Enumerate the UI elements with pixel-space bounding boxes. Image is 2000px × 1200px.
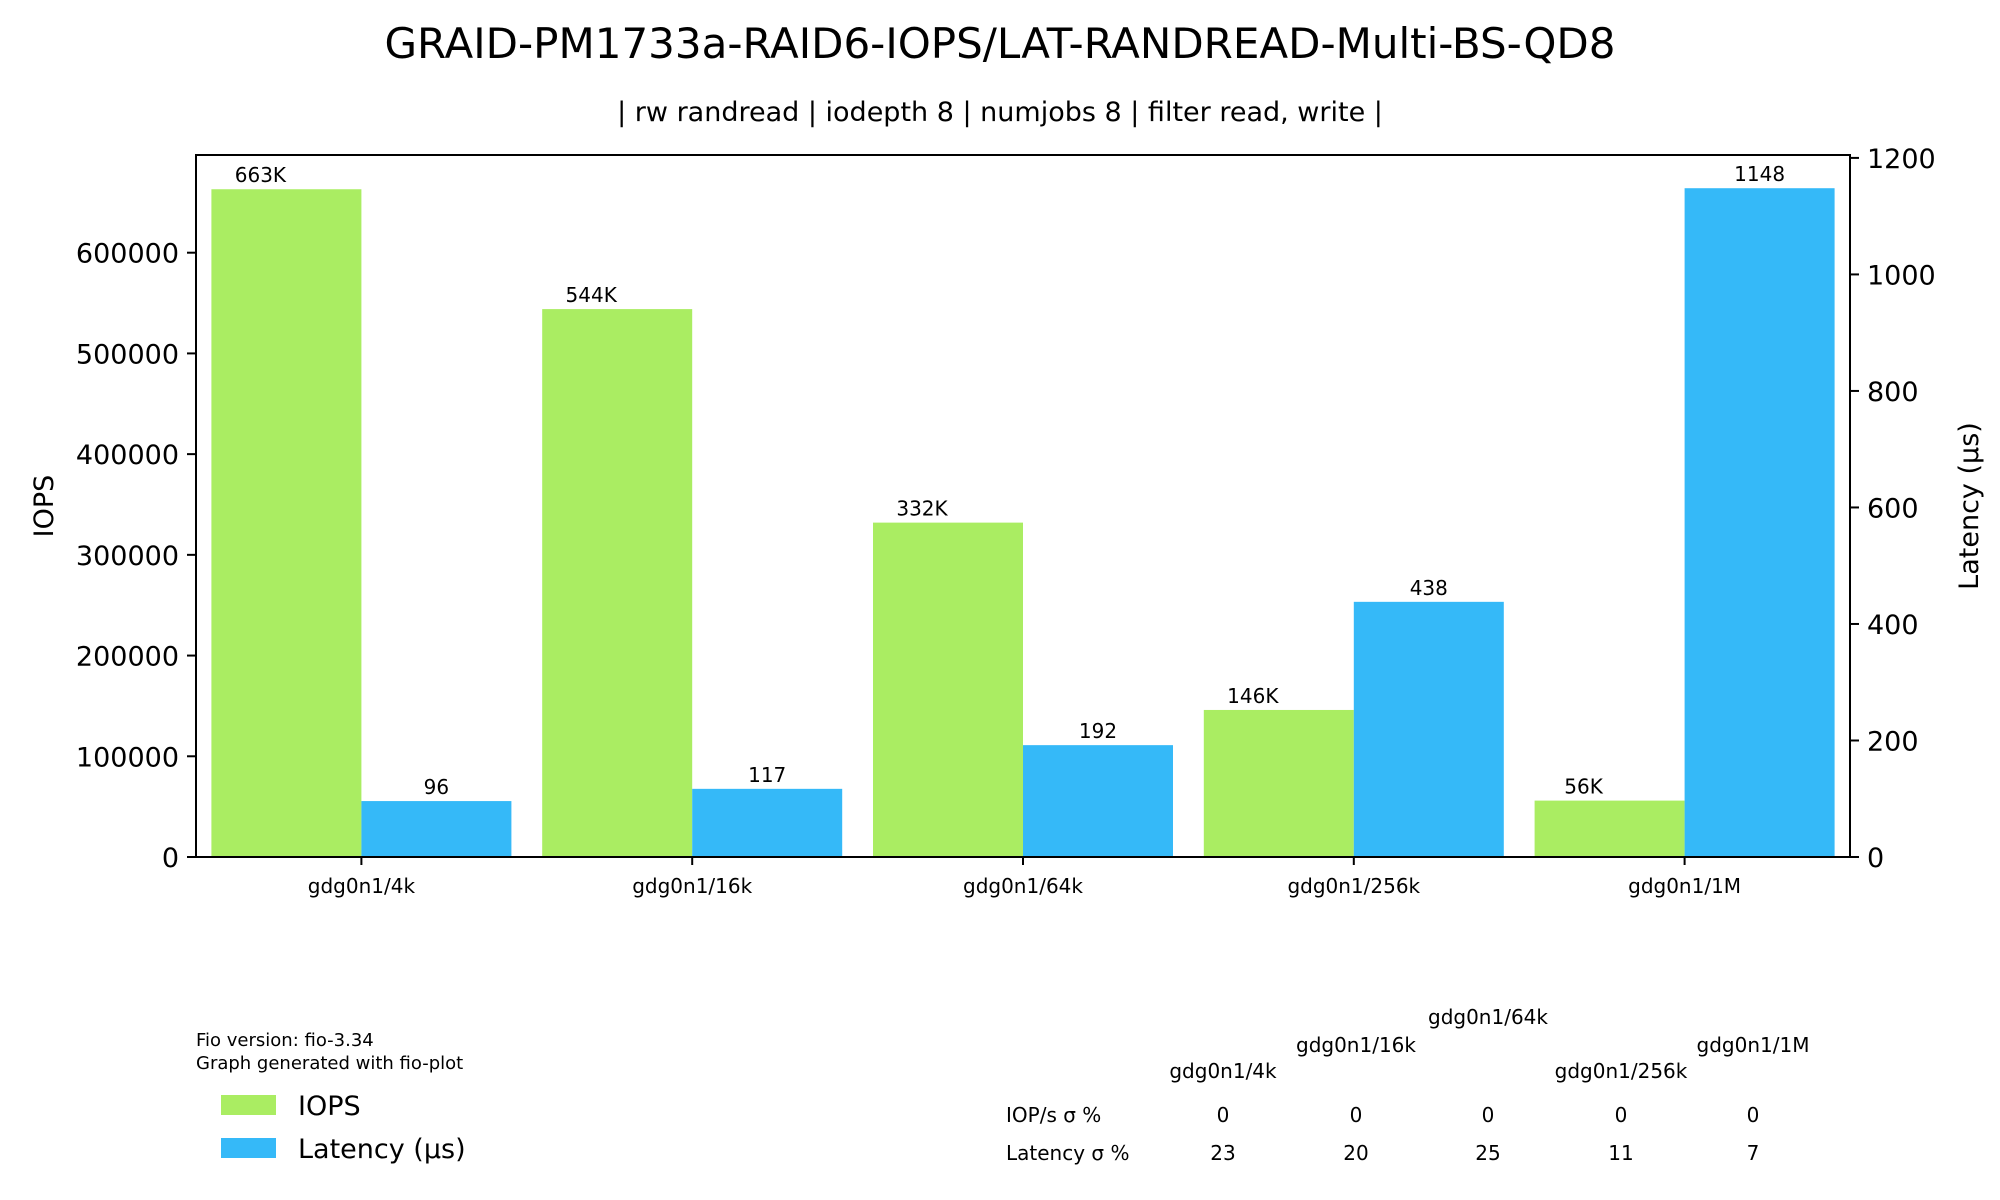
y2-tick-label: 1000 (1867, 260, 1936, 291)
y2-tick-label: 600 (1867, 493, 1919, 524)
fio-version-note: Fio version: fio-3.34 (196, 1030, 374, 1051)
x-tick-label: gdg0n1/64k (963, 874, 1083, 898)
fio-plot-note: Graph generated with fio-plot (196, 1053, 463, 1074)
y2-tick-label: 800 (1867, 377, 1919, 408)
legend-swatch-iops (221, 1095, 276, 1115)
y-tick-label: 600000 (76, 239, 179, 270)
bar-label-group: 663K 96 544K 117 332K 192 146K 438 56K 1148 (235, 162, 1785, 799)
bar-latency-s-gdg0n1-256k (1353, 601, 1504, 857)
stats-cell: 25 (1475, 1141, 1500, 1165)
stats-cell: 0 (1350, 1103, 1363, 1127)
bar-latency-s-gdg0n1-1m (1684, 188, 1835, 857)
chart-subtitle: | rw randread | iodepth 8 | numjobs 8 | … (617, 97, 1383, 128)
stats-column-header: gdg0n1/1M (1697, 1033, 1810, 1057)
y-axis-left: 0 100000 200000 300000 400000 500000 600000 (76, 239, 196, 874)
bar-iops-gdg0n1-4k (211, 189, 362, 857)
bar-group (211, 188, 1835, 858)
bar-latency-s-gdg0n1-16k (692, 788, 843, 857)
bar-value-label: 332K (896, 497, 948, 521)
bar-value-label: 663K (235, 163, 287, 187)
stats-cell: 11 (1608, 1141, 1633, 1165)
y-tick-label: 200000 (76, 642, 179, 673)
bar-latency-s-gdg0n1-64k (1023, 745, 1173, 857)
stats-column-header: gdg0n1/16k (1296, 1033, 1416, 1057)
stats-column-header: gdg0n1/4k (1169, 1059, 1277, 1083)
y2-tick-label: 0 (1867, 843, 1884, 874)
y-axis-label: IOPS (29, 475, 60, 538)
bar-value-label: 1148 (1734, 162, 1785, 186)
bar-value-label: 117 (748, 763, 786, 787)
bar-iops-gdg0n1-64k (873, 522, 1023, 857)
x-tick-label: gdg0n1/256k (1287, 874, 1420, 898)
y2-axis-label: Latency (µs) (1954, 422, 1985, 590)
y-tick-label: 300000 (76, 541, 179, 572)
bar-iops-gdg0n1-1m (1534, 800, 1685, 857)
legend-swatch-latency-s (221, 1138, 276, 1158)
stats-cell: 0 (1482, 1103, 1495, 1127)
bar-value-label: 56K (1564, 775, 1603, 799)
stats-row-label: IOP/s σ % (1006, 1103, 1101, 1127)
bar-iops-gdg0n1-16k (542, 309, 693, 858)
legend: IOPS Latency (µs) (221, 1091, 466, 1165)
stats-cell: 0 (1615, 1103, 1628, 1127)
bar-value-label: 96 (424, 775, 449, 799)
x-axis: gdg0n1/4k gdg0n1/16k gdg0n1/64k gdg0n1/256k… (308, 857, 1741, 898)
y-tick-label: 500000 (76, 339, 179, 370)
stats-column-header: gdg0n1/64k (1428, 1005, 1548, 1029)
y2-tick-label: 1200 (1867, 144, 1936, 175)
stats-cell: 23 (1210, 1141, 1235, 1165)
y-tick-label: 100000 (76, 742, 179, 773)
bar-value-label: 192 (1079, 719, 1117, 743)
bar-latency-s-gdg0n1-4k (361, 801, 512, 857)
stats-cell: 0 (1217, 1103, 1230, 1127)
x-tick-label: gdg0n1/16k (632, 874, 752, 898)
bar-value-label: 438 (1410, 576, 1448, 600)
bar-iops-gdg0n1-256k (1203, 709, 1354, 857)
x-tick-label: gdg0n1/1M (1628, 874, 1741, 898)
stats-column-header: gdg0n1/256k (1555, 1059, 1688, 1083)
y2-tick-label: 400 (1867, 610, 1919, 641)
y-tick-label: 0 (162, 843, 179, 874)
y2-tick-label: 200 (1867, 726, 1919, 757)
stats-cell: 7 (1747, 1141, 1760, 1165)
x-tick-label: gdg0n1/4k (308, 874, 416, 898)
stats-cell: 0 (1747, 1103, 1760, 1127)
legend-label-iops: IOPS (298, 1091, 361, 1122)
stats-cell: 20 (1343, 1141, 1368, 1165)
y-tick-label: 400000 (76, 440, 179, 471)
chart-title: GRAID-PM1733a-RAID6-IOPS/LAT-RANDREAD-Mu… (385, 19, 1616, 68)
stats-table: gdg0n1/4k gdg0n1/16k gdg0n1/64k gdg0n1/256k… (1006, 1005, 1809, 1165)
bar-value-label: 146K (1227, 684, 1279, 708)
stats-row-label: Latency σ % (1006, 1141, 1129, 1165)
legend-label-latency-s: Latency (µs) (298, 1134, 466, 1165)
bar-value-label: 544K (566, 283, 618, 307)
y-axis-right: 0 200 400 600 800 1000 1200 (1850, 144, 1936, 874)
